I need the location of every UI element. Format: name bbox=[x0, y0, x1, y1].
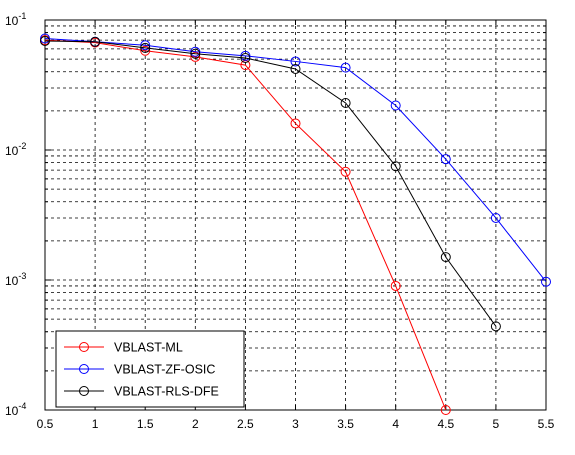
data-point bbox=[140, 40, 151, 51]
series-2 bbox=[40, 35, 501, 332]
x-tick-labels: 0.5 1 1.5 2 2.5 3 3.5 4 4.5 5 5.5 bbox=[37, 417, 555, 431]
y-tick-base: 10 bbox=[5, 404, 19, 418]
x-tick-label: 4 bbox=[392, 417, 399, 431]
y-tick-label: 10-3 bbox=[5, 271, 26, 288]
data-point bbox=[340, 97, 351, 108]
data-point bbox=[190, 51, 201, 62]
data-point bbox=[290, 56, 301, 67]
data-point bbox=[390, 280, 401, 291]
legend-label: VBLAST-ML bbox=[114, 341, 183, 355]
data-point bbox=[490, 212, 501, 223]
data-point bbox=[140, 42, 151, 53]
x-tick-label: 1 bbox=[92, 417, 99, 431]
legend: VBLAST-ML VBLAST-ZF-OSIC VBLAST-RLS-DFE bbox=[55, 330, 245, 408]
y-tick-exponent: -1 bbox=[18, 11, 26, 21]
x-tick-label: 2 bbox=[192, 417, 199, 431]
data-point bbox=[340, 62, 351, 73]
x-tick-label: 3.5 bbox=[337, 417, 354, 431]
y-tick-label: 10-2 bbox=[5, 141, 26, 158]
data-point bbox=[340, 166, 351, 177]
series-line bbox=[44, 39, 447, 411]
data-point bbox=[440, 252, 451, 263]
y-tick-label: 10-4 bbox=[5, 401, 26, 418]
x-tick-label: 4.5 bbox=[437, 417, 454, 431]
x-tick-label: 1.5 bbox=[137, 417, 154, 431]
data-point bbox=[290, 118, 301, 129]
y-tick-label: 10-1 bbox=[5, 11, 26, 28]
x-tick-label: 3 bbox=[292, 417, 299, 431]
data-point bbox=[40, 33, 50, 44]
data-point bbox=[490, 321, 501, 332]
data-point bbox=[541, 276, 551, 287]
legend-marker bbox=[79, 342, 89, 352]
y-tick-exponent: -2 bbox=[18, 141, 26, 151]
data-point bbox=[240, 53, 251, 64]
series-line bbox=[44, 38, 547, 283]
series bbox=[40, 33, 551, 415]
data-point bbox=[190, 48, 201, 59]
data-point bbox=[90, 36, 101, 47]
x-tick-label: 2.5 bbox=[237, 417, 254, 431]
y-tick-base: 10 bbox=[5, 14, 19, 28]
series-line bbox=[44, 40, 497, 327]
data-point bbox=[390, 161, 401, 172]
y-tick-labels: 10-110-210-310-4 bbox=[5, 11, 26, 418]
y-tick-base: 10 bbox=[5, 144, 19, 158]
data-point bbox=[440, 154, 451, 165]
data-point bbox=[440, 405, 451, 415]
data-point bbox=[390, 100, 401, 111]
legend-marker bbox=[79, 386, 89, 396]
y-tick-exponent: -3 bbox=[18, 271, 26, 281]
data-point bbox=[140, 45, 151, 56]
legend-marker bbox=[79, 364, 89, 374]
series-0 bbox=[40, 35, 451, 415]
x-tick-label: 5.5 bbox=[538, 417, 555, 431]
data-point bbox=[290, 63, 301, 74]
legend-label: VBLAST-ZF-OSIC bbox=[114, 363, 215, 377]
x-tick-label: 5 bbox=[493, 417, 500, 431]
y-tick-exponent: -4 bbox=[18, 401, 26, 411]
legend-label: VBLAST-RLS-DFE bbox=[114, 385, 219, 399]
data-point bbox=[40, 35, 50, 46]
y-tick-base: 10 bbox=[5, 274, 19, 288]
x-tick-label: 0.5 bbox=[37, 417, 54, 431]
